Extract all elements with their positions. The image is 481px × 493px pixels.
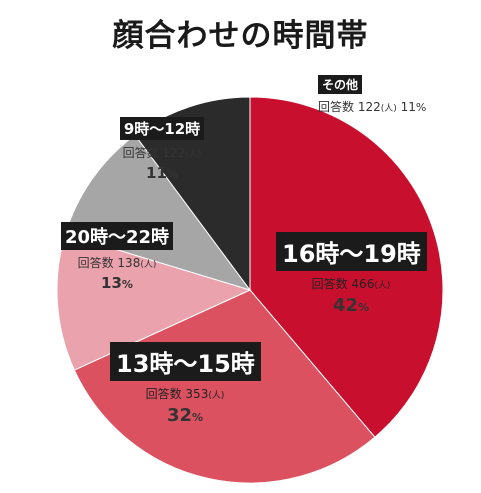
slice-count: 回答数 138(人) — [77, 256, 157, 270]
slice-percent: 13% — [101, 274, 133, 292]
slice-percent: 32% — [166, 405, 204, 426]
slice-name: その他 — [318, 75, 363, 94]
slice-label: その他回答数 122(人) 11% — [318, 74, 458, 115]
slice-percent: 11% — [146, 164, 178, 182]
slice-label: 16時～19時回答数 466(人) 42% — [276, 232, 427, 316]
pie-slice — [73, 289, 376, 484]
slice-name: 20時～22時 — [60, 222, 174, 250]
slice-name: 9時～12時 — [119, 117, 205, 140]
slice-count: 回答数 466(人) — [311, 277, 391, 291]
slice-label: 13時～15時回答数 353(人) 32% — [110, 342, 261, 426]
slice-name: 16時～19時 — [276, 232, 427, 271]
slice-name: 13時～15時 — [110, 342, 261, 381]
slice-percent: 42% — [332, 295, 370, 316]
slice-count: 回答数 353(人) — [145, 387, 225, 401]
slice-count: 回答数 122(人) — [122, 146, 202, 160]
chart-title: 顔合わせの時間帯 — [112, 18, 369, 54]
slice-count: 回答数 122(人) 11% — [318, 100, 427, 114]
slice-label: 20時～22時回答数 138(人) 13% — [58, 222, 176, 292]
slice-label: 9時～12時回答数 122(人) 11% — [112, 117, 212, 182]
